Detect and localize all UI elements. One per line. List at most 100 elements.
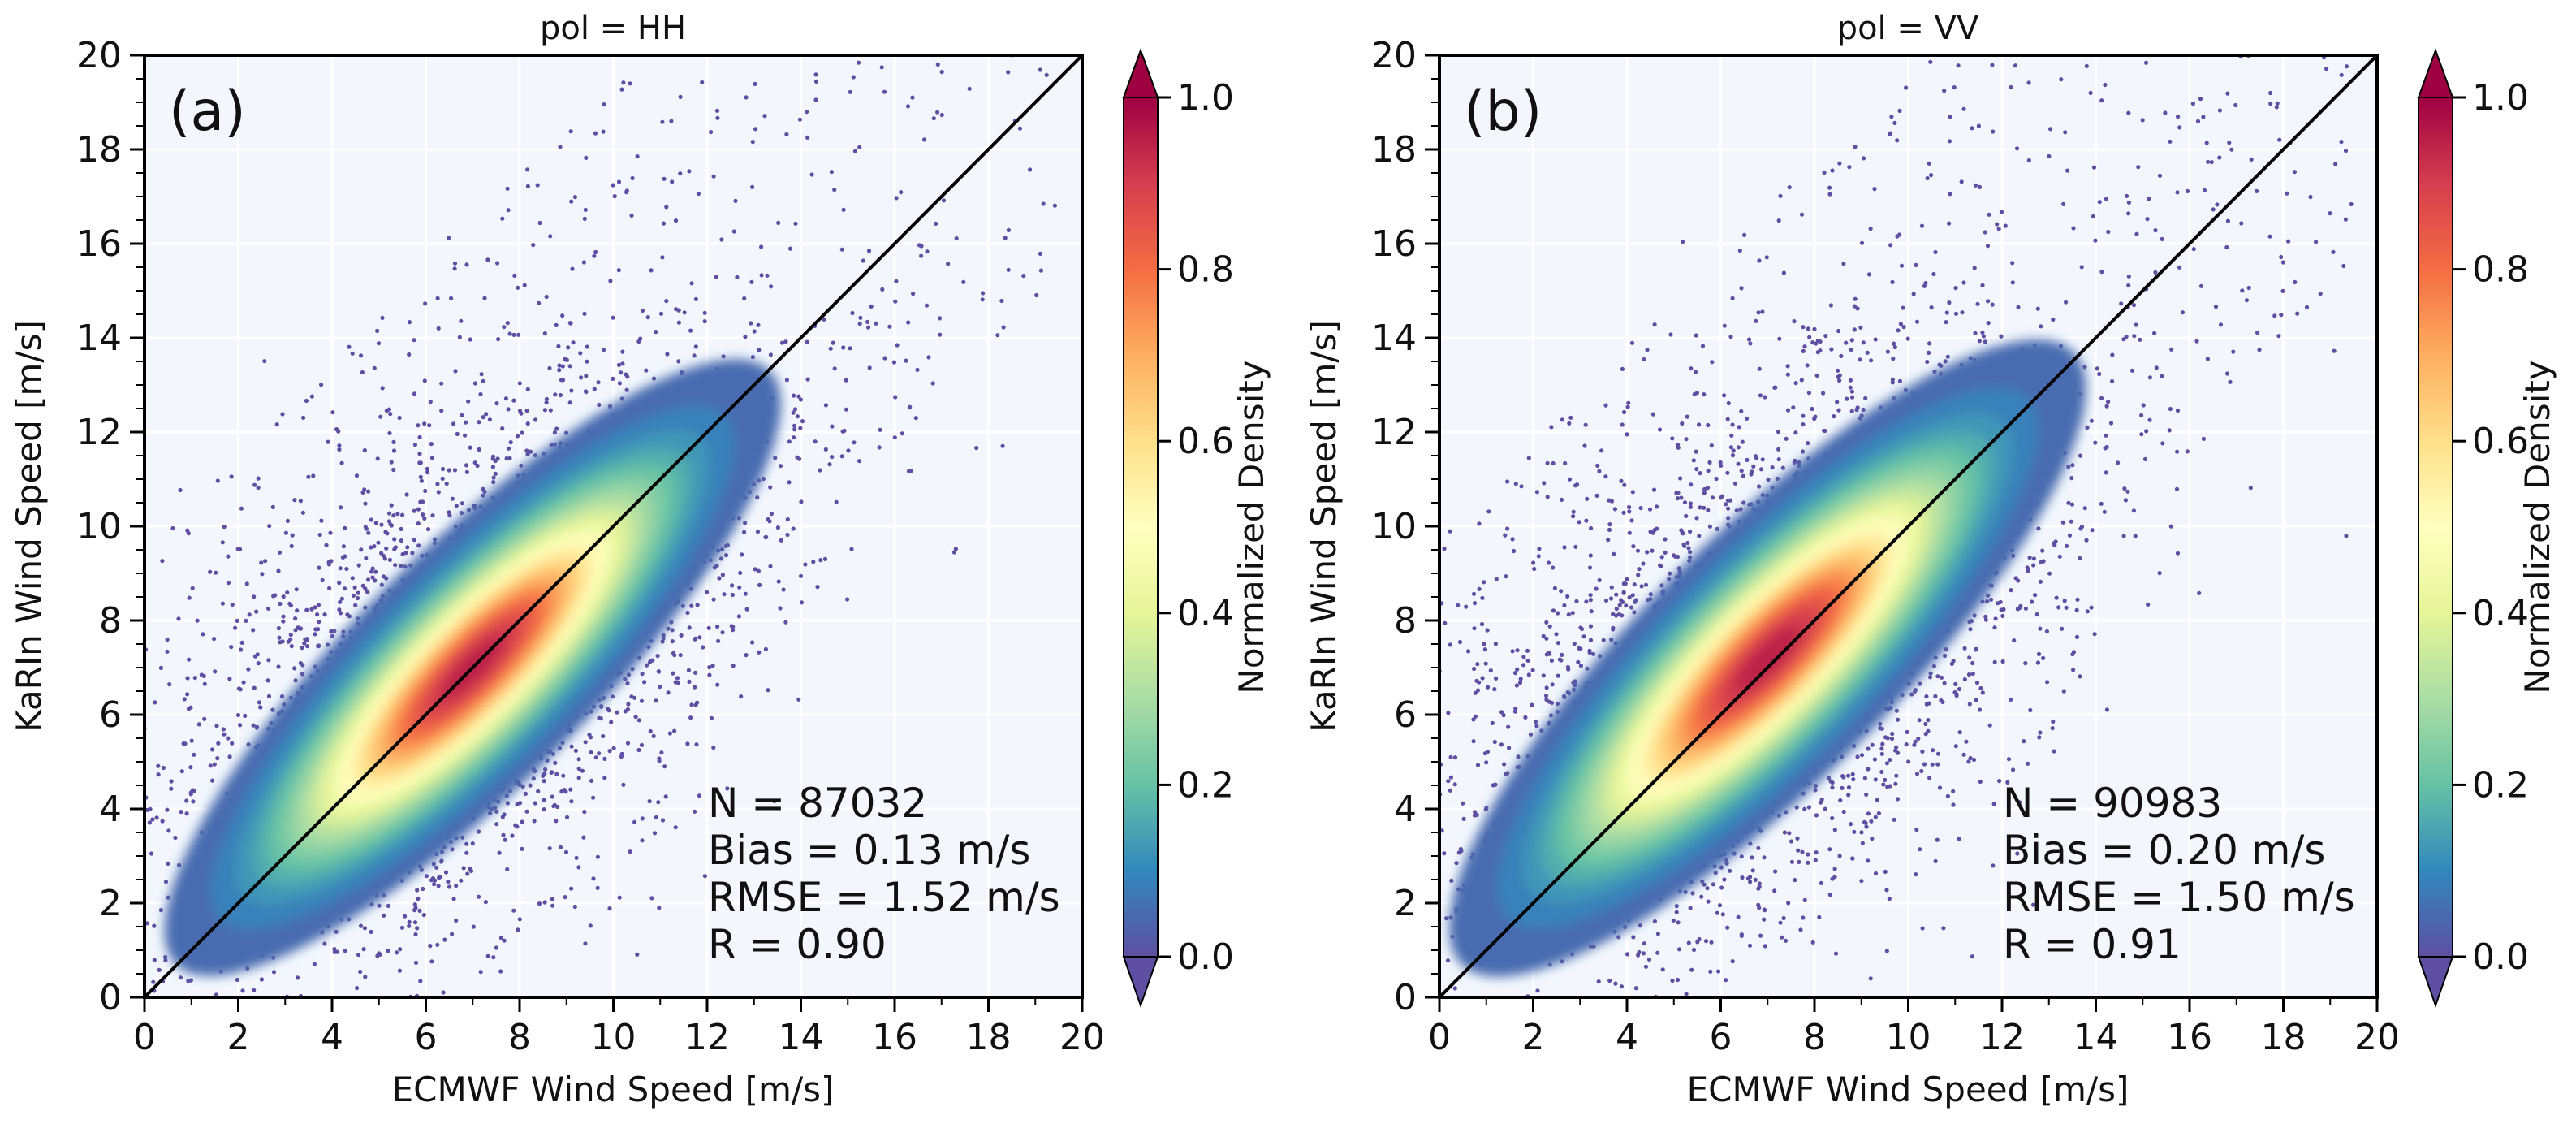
scatter-point <box>946 262 951 266</box>
y-tick-label: 20 <box>76 35 122 76</box>
scatter-point <box>429 959 434 964</box>
scatter-point <box>338 566 343 571</box>
scatter-point <box>457 335 462 339</box>
scatter-point <box>376 540 381 545</box>
scatter-point <box>366 489 371 494</box>
scatter-point <box>961 279 966 284</box>
scatter-point <box>1970 672 1975 677</box>
scatter-point <box>874 321 878 326</box>
scatter-point <box>607 749 612 754</box>
scatter-point <box>369 545 373 550</box>
scatter-point <box>365 590 370 594</box>
scatter-point <box>427 423 432 428</box>
scatter-point <box>1547 560 1551 565</box>
scatter-point <box>302 641 307 646</box>
scatter-point <box>591 795 596 800</box>
scatter-point <box>188 765 193 770</box>
scatter-point <box>506 407 511 412</box>
scatter-point <box>616 268 621 273</box>
scatter-point <box>202 716 207 721</box>
scatter-point <box>823 447 828 452</box>
scatter-point <box>1588 593 1593 598</box>
scatter-point <box>2017 800 2022 805</box>
scatter-point <box>150 817 155 822</box>
scatter-point <box>511 332 516 337</box>
scatter-point <box>1806 441 1810 446</box>
scatter-point <box>1044 72 1049 77</box>
scatter-point <box>1823 428 1827 434</box>
scatter-point <box>715 115 720 120</box>
scatter-point <box>2078 674 2082 679</box>
scatter-point <box>675 676 680 681</box>
scatter-point <box>464 841 469 846</box>
scatter-point <box>388 412 393 417</box>
scatter-point <box>372 365 377 370</box>
scatter-point <box>939 112 944 118</box>
scatter-point <box>632 819 637 824</box>
scatter-point <box>491 955 496 960</box>
scatter-point <box>663 794 668 799</box>
scatter-point <box>548 408 553 413</box>
scatter-point <box>925 249 930 254</box>
scatter-point <box>358 969 363 975</box>
scatter-point <box>316 603 321 607</box>
scatter-point <box>1977 707 1983 712</box>
scatter-point <box>256 476 261 481</box>
scatter-point <box>416 507 421 512</box>
scatter-point <box>1552 586 1557 590</box>
scatter-point <box>1001 325 1006 330</box>
scatter-point <box>1554 632 1559 637</box>
scatter-point <box>365 577 371 582</box>
scatter-point <box>1944 320 1948 325</box>
scatter-point <box>715 682 720 687</box>
scatter-point <box>1802 897 1807 902</box>
scatter-point <box>1836 408 1841 413</box>
scatter-point <box>2078 453 2083 458</box>
scatter-point <box>1806 391 1811 396</box>
scatter-point <box>212 762 217 767</box>
scatter-point <box>687 679 692 685</box>
scatter-point <box>673 680 678 685</box>
scatter-point <box>1953 681 1958 687</box>
scatter-point <box>303 637 308 642</box>
scatter-point <box>432 882 437 887</box>
scatter-point <box>1542 481 1547 486</box>
scatter-point <box>887 324 892 329</box>
scatter-point <box>672 728 677 733</box>
scatter-point <box>1471 591 1477 596</box>
scatter-point <box>1052 203 1057 208</box>
scatter-point <box>2066 500 2071 505</box>
scatter-point <box>1898 322 1903 326</box>
scatter-point <box>292 666 297 671</box>
scatter-point <box>763 534 768 540</box>
scatter-point <box>744 653 749 658</box>
scatter-point <box>391 439 396 445</box>
scatter-point <box>615 710 619 715</box>
scatter-point <box>657 759 662 763</box>
scatter-point <box>387 511 392 516</box>
scatter-point <box>1729 433 1734 439</box>
scatter-point <box>277 550 283 555</box>
scatter-point <box>555 804 560 810</box>
scatter-point <box>761 476 766 482</box>
scatter-point <box>1876 811 1881 816</box>
scatter-point <box>485 257 490 262</box>
scatter-point <box>735 275 740 279</box>
scatter-point <box>736 614 742 619</box>
scatter-point <box>655 654 660 659</box>
scatter-point <box>505 321 510 326</box>
scatter-point <box>154 815 159 820</box>
scatter-point <box>353 603 358 607</box>
scatter-point <box>1725 498 1730 503</box>
scatter-point <box>281 619 286 624</box>
scatter-point <box>1510 537 1515 542</box>
scatter-point <box>1726 506 1731 511</box>
scatter-point <box>1636 953 1641 958</box>
scatter-point <box>636 718 641 723</box>
scatter-point <box>1658 563 1663 568</box>
scatter-point <box>400 512 405 517</box>
scatter-point <box>561 773 566 778</box>
scatter-point <box>1953 744 1958 749</box>
scatter-point <box>755 495 760 500</box>
